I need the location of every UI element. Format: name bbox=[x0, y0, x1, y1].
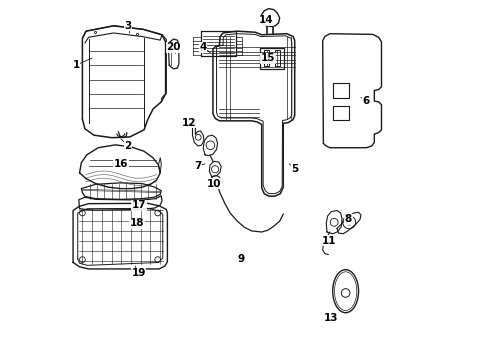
Text: 4: 4 bbox=[199, 42, 210, 53]
Text: 14: 14 bbox=[258, 15, 273, 26]
Text: 7: 7 bbox=[194, 161, 204, 171]
Text: 8: 8 bbox=[344, 214, 351, 224]
Text: 16: 16 bbox=[113, 159, 128, 169]
Text: 9: 9 bbox=[237, 253, 244, 264]
Text: 17: 17 bbox=[131, 200, 146, 210]
Text: 20: 20 bbox=[166, 42, 181, 53]
Text: 15: 15 bbox=[260, 53, 274, 63]
Text: 11: 11 bbox=[321, 235, 335, 246]
Text: 6: 6 bbox=[360, 96, 369, 106]
Text: 12: 12 bbox=[182, 118, 196, 128]
Text: 3: 3 bbox=[124, 21, 131, 33]
Text: 10: 10 bbox=[206, 179, 221, 189]
Text: 1: 1 bbox=[72, 58, 92, 70]
Text: 18: 18 bbox=[129, 218, 144, 228]
Text: 19: 19 bbox=[131, 266, 145, 278]
Text: 13: 13 bbox=[323, 313, 337, 323]
Text: 5: 5 bbox=[289, 164, 298, 174]
Text: 2: 2 bbox=[121, 139, 131, 151]
